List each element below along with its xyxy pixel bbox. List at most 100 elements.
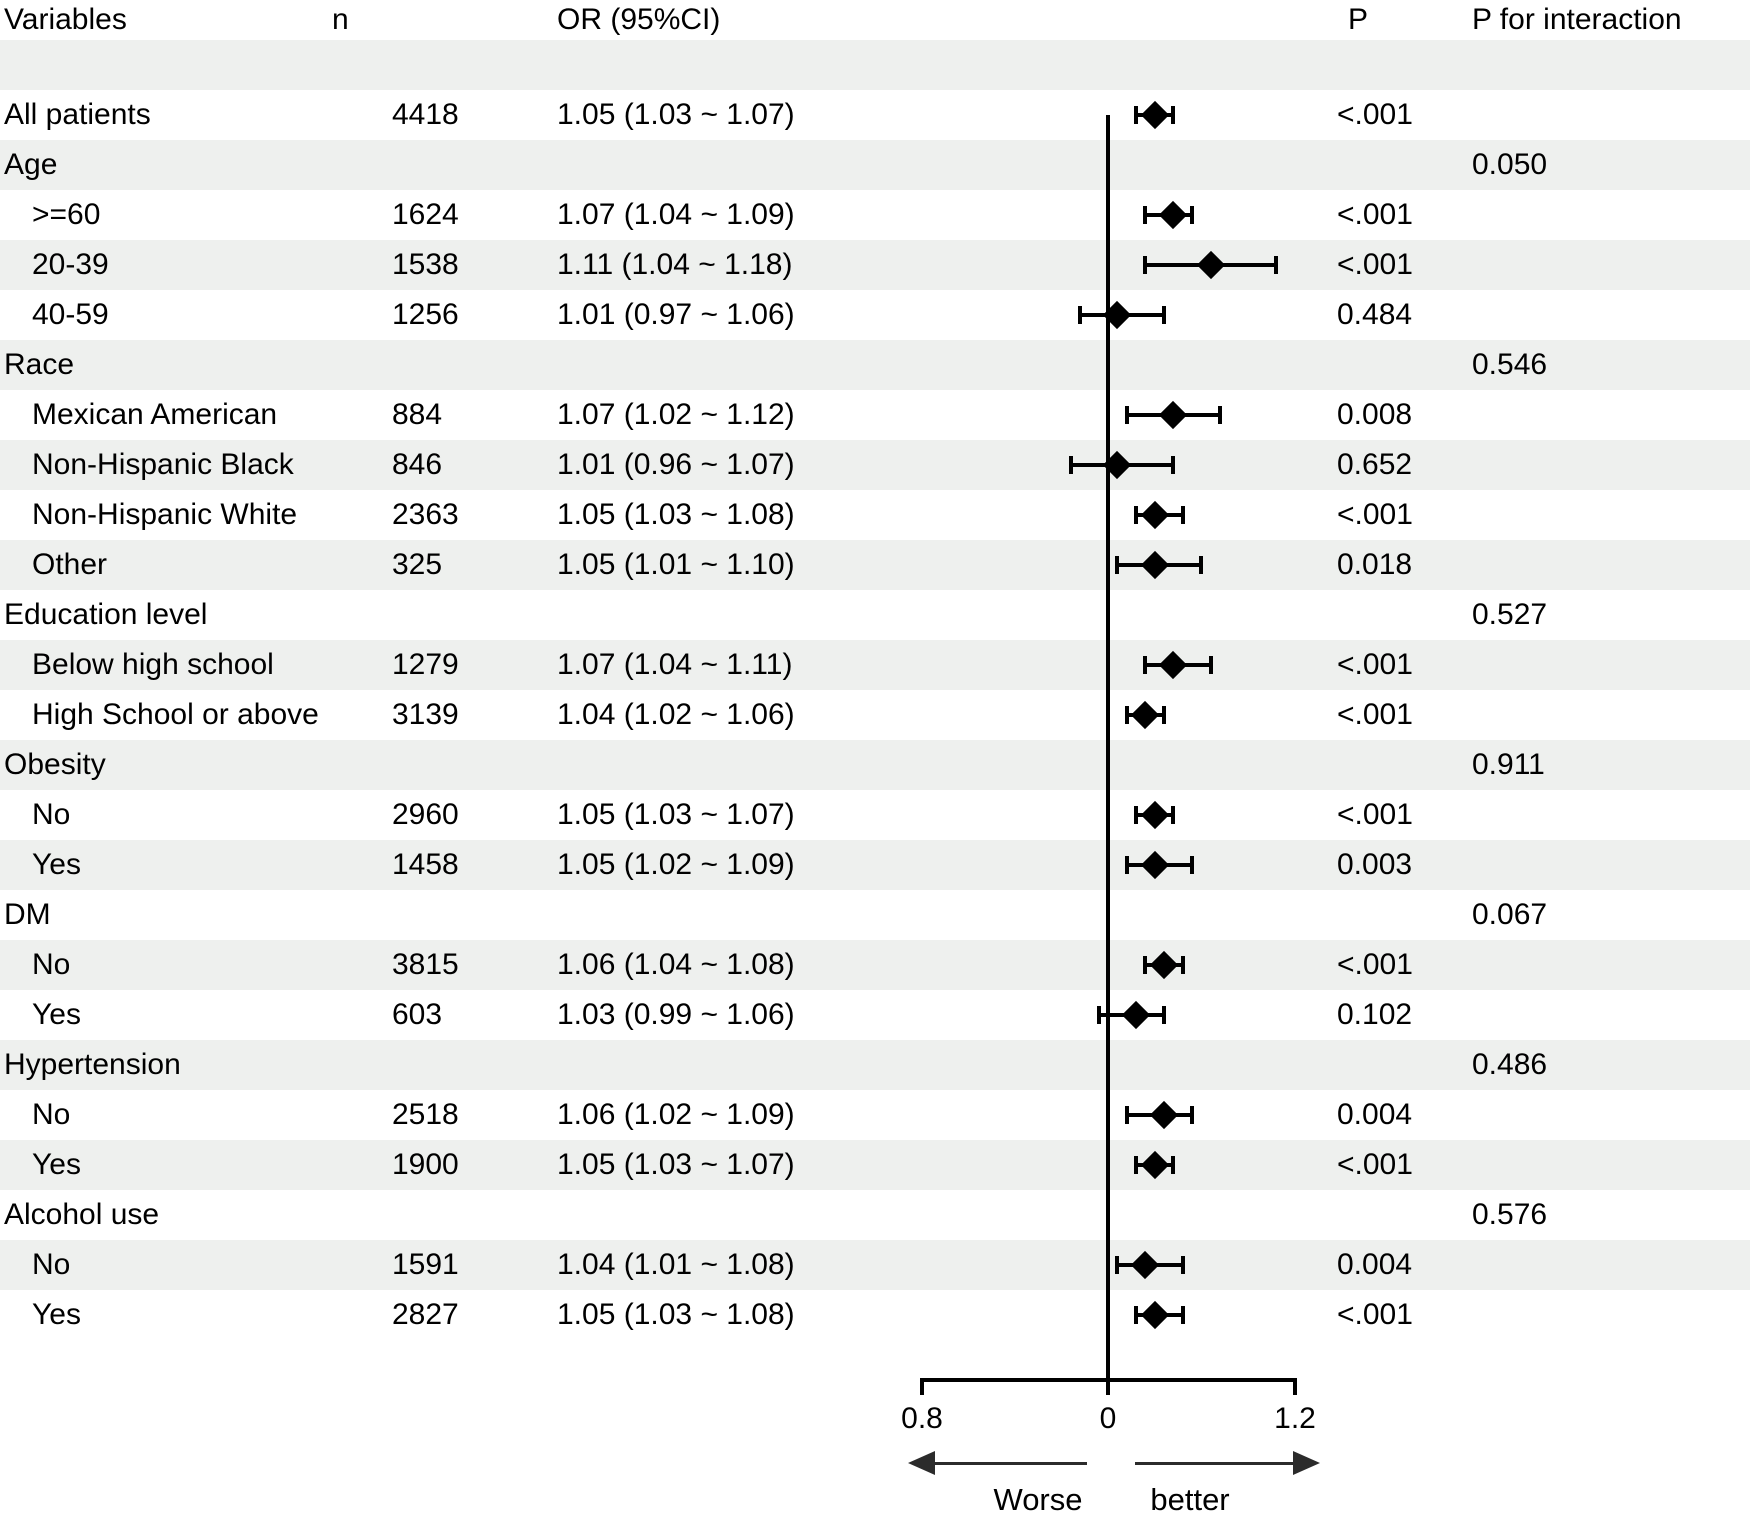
ci-cap-right: [1161, 1006, 1166, 1024]
group-label: Education level: [4, 598, 208, 631]
ci-cap-right: [1180, 1306, 1185, 1324]
table-row: No 2960 1.05 (1.03 ~ 1.07) <.001: [0, 790, 1750, 840]
row-or-ci-text: 1.07 (1.04 ~ 1.09): [557, 198, 795, 231]
worse-arrow-head-icon: [908, 1451, 935, 1475]
ci-cap-right: [1273, 256, 1278, 274]
row-p-value: <.001: [1337, 948, 1413, 981]
table-row: >=60 1624 1.07 (1.04 ~ 1.09) <.001: [0, 190, 1750, 240]
table-row: Yes 1900 1.05 (1.03 ~ 1.07) <.001: [0, 1140, 1750, 1190]
row-label: Non-Hispanic Black: [32, 448, 294, 481]
table-row: Yes 1458 1.05 (1.02 ~ 1.09) 0.003: [0, 840, 1750, 890]
table-row: Other 325 1.05 (1.01 ~ 1.10) 0.018: [0, 540, 1750, 590]
row-p-value: <.001: [1337, 798, 1413, 831]
ci-cap-left: [1124, 1106, 1129, 1124]
row-p-interaction-value: 0.911: [1472, 748, 1545, 781]
row-label: No: [32, 1248, 71, 1281]
ci-cap-left: [1143, 656, 1148, 674]
table-row: Education level 0.527: [0, 590, 1750, 640]
axis-tick-label-right: 1.2: [1274, 1402, 1316, 1435]
row-label: 20-39: [32, 248, 109, 281]
table-row: Non-Hispanic Black 846 1.01 (0.96 ~ 1.07) 0…: [0, 440, 1750, 490]
table-row: All patients 4418 1.05 (1.03 ~ 1.07) <.001: [0, 90, 1750, 140]
ci-cap-right: [1189, 206, 1194, 224]
row-label: Yes: [32, 998, 81, 1031]
row-n: 4418: [392, 98, 459, 131]
row-p-value: <.001: [1337, 198, 1413, 231]
ci-cap-left: [1124, 706, 1129, 724]
group-label: Race: [4, 348, 75, 381]
row-n: 1256: [392, 298, 459, 331]
ci-cap-left: [1115, 1256, 1120, 1274]
row-or-ci-text: 1.06 (1.02 ~ 1.09): [557, 1098, 795, 1131]
row-n: 1624: [392, 198, 459, 231]
row-p-value: 0.004: [1337, 1098, 1413, 1131]
row-p-value: <.001: [1337, 648, 1413, 681]
reference-line: [1106, 115, 1110, 1380]
table-row: Non-Hispanic White 2363 1.05 (1.03 ~ 1.08)…: [0, 490, 1750, 540]
row-or-ci-text: 1.05 (1.03 ~ 1.07): [557, 798, 795, 831]
better-arrow-head-icon: [1293, 1451, 1320, 1475]
row-label: Mexican American: [32, 398, 278, 431]
row-n: 846: [392, 448, 443, 481]
row-n: 1458: [392, 848, 459, 881]
row-p-interaction-value: 0.546: [1472, 348, 1548, 381]
row-p-value: <.001: [1337, 1298, 1413, 1331]
direction-label-worse: Worse: [993, 1482, 1083, 1517]
row-p-interaction-value: 0.050: [1472, 148, 1548, 181]
table-row: Race 0.546: [0, 340, 1750, 390]
ci-cap-left: [1096, 1006, 1101, 1024]
row-label: Yes: [32, 1148, 81, 1181]
ci-cap-left: [1078, 306, 1083, 324]
col-header-variables: Variables: [4, 3, 127, 36]
row-n: 1279: [392, 648, 459, 681]
row-or-ci-text: 1.03 (0.99 ~ 1.06): [557, 998, 795, 1031]
row-label: No: [32, 948, 71, 981]
table-row: No 2518 1.06 (1.02 ~ 1.09) 0.004: [0, 1090, 1750, 1140]
direction-label-better: better: [1150, 1482, 1230, 1517]
ci-cap-right: [1161, 706, 1166, 724]
row-n: 1900: [392, 1148, 459, 1181]
row-or-ci-text: 1.05 (1.03 ~ 1.07): [557, 1148, 795, 1181]
table-row: Age 0.050: [0, 140, 1750, 190]
row-p-interaction-value: 0.067: [1472, 898, 1548, 931]
group-label: Alcohol use: [4, 1198, 160, 1231]
row-p-value: <.001: [1337, 98, 1413, 131]
ci-cap-right: [1171, 1156, 1176, 1174]
col-header-p: P: [1348, 3, 1369, 36]
row-label: Yes: [32, 1298, 81, 1331]
worse-arrow-shaft: [932, 1462, 1087, 1465]
row-p-value: <.001: [1337, 498, 1413, 531]
group-label: Obesity: [4, 748, 106, 781]
row-p-value: 0.004: [1337, 1248, 1413, 1281]
ci-cap-left: [1124, 856, 1129, 874]
col-header-p-interaction: P for interaction: [1472, 3, 1682, 36]
row-or-ci-text: 1.11 (1.04 ~ 1.18): [557, 248, 793, 281]
table-row: Yes 2827 1.05 (1.03 ~ 1.08) <.001: [0, 1290, 1750, 1340]
row-or-ci-text: 1.01 (0.97 ~ 1.06): [557, 298, 795, 331]
ci-cap-left: [1143, 256, 1148, 274]
row-or-ci-text: 1.05 (1.03 ~ 1.08): [557, 498, 795, 531]
table-row: High School or above 3139 1.04 (1.02 ~ 1.0…: [0, 690, 1750, 740]
table-row: Hypertension 0.486: [0, 1040, 1750, 1090]
table-row: No 3815 1.06 (1.04 ~ 1.08) <.001: [0, 940, 1750, 990]
row-p-value: 0.018: [1337, 548, 1413, 581]
row-or-ci-text: 1.05 (1.02 ~ 1.09): [557, 848, 795, 881]
row-n: 3815: [392, 948, 459, 981]
table-row: No 1591 1.04 (1.01 ~ 1.08) 0.004: [0, 1240, 1750, 1290]
ci-cap-right: [1180, 506, 1185, 524]
row-or-ci-text: 1.04 (1.02 ~ 1.06): [557, 698, 795, 731]
row-n: 2960: [392, 798, 459, 831]
row-p-interaction-value: 0.527: [1472, 598, 1548, 631]
ci-cap-right: [1171, 806, 1176, 824]
row-n: 1538: [392, 248, 459, 281]
row-p-value: <.001: [1337, 1148, 1413, 1181]
ci-cap-left: [1133, 1306, 1138, 1324]
axis-tick-label-center: 0: [1099, 1402, 1117, 1435]
row-or-ci-text: 1.05 (1.03 ~ 1.07): [557, 98, 795, 131]
row-label: All patients: [4, 98, 151, 131]
row-or-ci-text: 1.01 (0.96 ~ 1.07): [557, 448, 795, 481]
row-label: Below high school: [32, 648, 274, 681]
table-row: Yes 603 1.03 (0.99 ~ 1.06) 0.102: [0, 990, 1750, 1040]
row-or-ci-text: 1.06 (1.04 ~ 1.08): [557, 948, 795, 981]
